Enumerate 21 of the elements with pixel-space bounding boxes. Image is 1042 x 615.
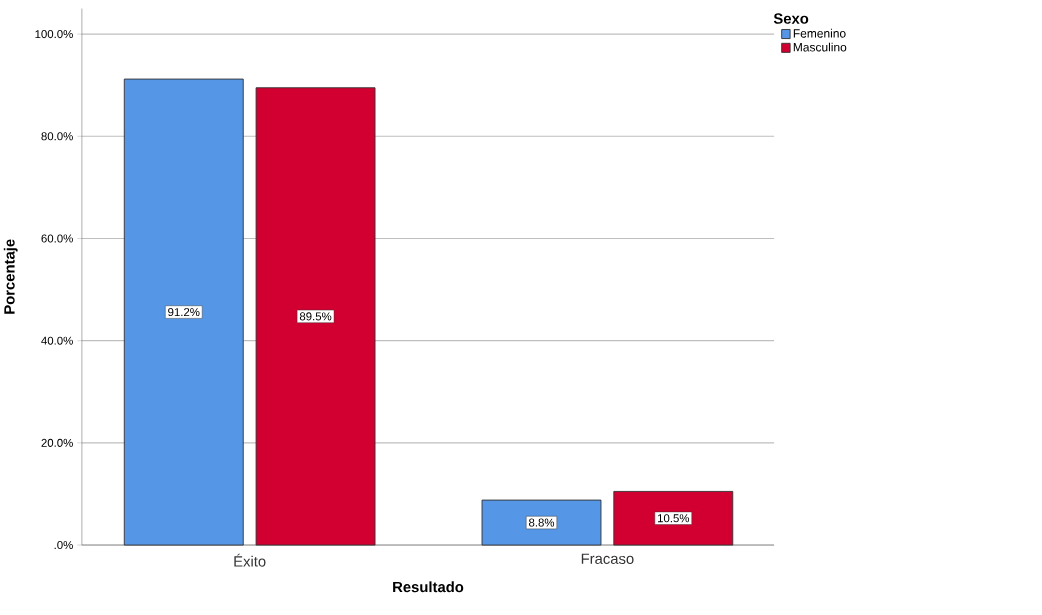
data-label: 10.5% xyxy=(658,514,690,523)
legend-label: Femenino xyxy=(793,28,846,38)
y-tick-label: 40.0% xyxy=(41,336,73,345)
bar xyxy=(255,87,376,546)
bar xyxy=(481,499,602,546)
bar xyxy=(123,78,244,546)
y-tick-label: 100.0% xyxy=(35,29,73,39)
legend-title: Sexo xyxy=(773,13,809,24)
legend-label: Masculino xyxy=(793,42,847,52)
x-tick-label: Éxito xyxy=(234,553,266,567)
bar xyxy=(613,490,734,546)
x-tick-label: Fracaso xyxy=(581,553,634,564)
y-tick-label: 80.0% xyxy=(41,132,73,141)
data-label: 91.2% xyxy=(168,307,200,316)
data-label: 8.8% xyxy=(529,518,555,527)
y-tick-label: 20.0% xyxy=(41,438,73,447)
x-axis-title: Resultado xyxy=(393,581,464,593)
y-axis-title: Porcentaje xyxy=(3,239,18,314)
y-tick-label: .0% xyxy=(54,540,73,549)
y-tick-label: 60.0% xyxy=(41,234,73,243)
data-label: 89.5% xyxy=(299,312,332,321)
